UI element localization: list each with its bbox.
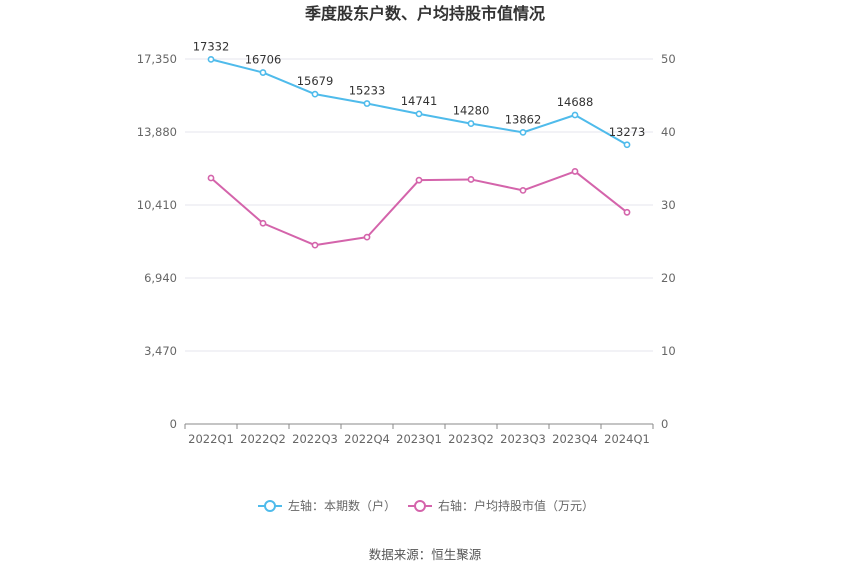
data-point[interactable]: [571, 111, 579, 119]
data-label: 14280: [453, 104, 490, 118]
legend-label: 右轴：户均持股市值（万元）: [438, 498, 594, 513]
data-label: 17332: [193, 39, 230, 53]
data-label: 14741: [401, 94, 438, 108]
data-point[interactable]: [467, 120, 475, 127]
legend-marker: [264, 500, 276, 512]
legend-label: 左轴：本期数（户）: [288, 498, 396, 513]
left-tick-label: 0: [170, 417, 177, 431]
data-point[interactable]: [623, 141, 631, 149]
series-group: 17332 16706 15679 15233 14741 14280 13862 14688…: [193, 39, 646, 249]
right-tick-label: 30: [661, 198, 676, 212]
left-tick-label: 3,470: [144, 344, 177, 358]
left-tick-label: 10,410: [137, 198, 177, 212]
right-tick-label: 20: [661, 271, 676, 285]
data-point[interactable]: [571, 168, 579, 175]
data-point[interactable]: [259, 219, 267, 227]
x-tick-label: 2022Q1: [188, 432, 234, 446]
left-tick-label: 13,880: [137, 125, 177, 139]
right-tick-label: 0: [661, 417, 668, 431]
data-point[interactable]: [415, 110, 423, 118]
data-label: 16706: [245, 53, 282, 67]
data-point[interactable]: [207, 174, 215, 182]
data-point[interactable]: [415, 176, 423, 184]
data-label: 15233: [349, 84, 386, 98]
data-point[interactable]: [311, 241, 319, 249]
x-tick-label: 2022Q3: [292, 432, 338, 446]
left-axis: 0 3,470 6,940 10,410 13,880 17,350: [137, 52, 177, 431]
data-point[interactable]: [207, 55, 215, 63]
data-point[interactable]: [259, 69, 267, 76]
data-point[interactable]: [467, 176, 475, 183]
x-tick-label: 2022Q2: [240, 432, 286, 446]
grid-lines: [185, 58, 653, 352]
data-point[interactable]: [311, 90, 319, 98]
data-point[interactable]: [363, 233, 371, 241]
data-point[interactable]: [519, 128, 527, 136]
x-tick-label: 2022Q4: [344, 432, 390, 446]
data-label: 15679: [297, 74, 334, 88]
data-label: 14688: [557, 95, 594, 109]
data-point[interactable]: [363, 100, 371, 107]
x-tick-label: 2023Q4: [552, 432, 598, 446]
data-label: 13273: [609, 125, 646, 139]
x-tick-label: 2023Q3: [500, 432, 546, 446]
source-note: 数据来源：恒生聚源: [369, 547, 482, 562]
right-axis: 0 10 20 30 40 50: [661, 52, 676, 431]
right-tick-label: 10: [661, 344, 676, 358]
data-label: 13862: [505, 112, 542, 126]
data-point[interactable]: [519, 186, 527, 194]
x-tick-label: 2023Q2: [448, 432, 494, 446]
x-axis: 2022Q1 2022Q2 2022Q3 2022Q4 2023Q1 2023Q2 2023…: [184, 423, 654, 446]
x-tick-label: 2024Q1: [604, 432, 650, 446]
legend[interactable]: 左轴：本期数（户） 右轴：户均持股市值（万元）: [258, 498, 594, 513]
chart-title: 季度股东户数、户均持股市值情况: [304, 4, 545, 23]
data-point[interactable]: [623, 208, 631, 216]
legend-item-0[interactable]: 左轴：本期数（户）: [258, 498, 396, 513]
left-tick-label: 6,940: [144, 271, 177, 285]
right-tick-label: 50: [661, 52, 676, 66]
legend-marker: [414, 500, 426, 512]
right-tick-label: 40: [661, 125, 676, 139]
legend-item-1[interactable]: 右轴：户均持股市值（万元）: [408, 498, 594, 513]
left-tick-label: 17,350: [137, 52, 177, 66]
x-tick-label: 2023Q1: [396, 432, 442, 446]
